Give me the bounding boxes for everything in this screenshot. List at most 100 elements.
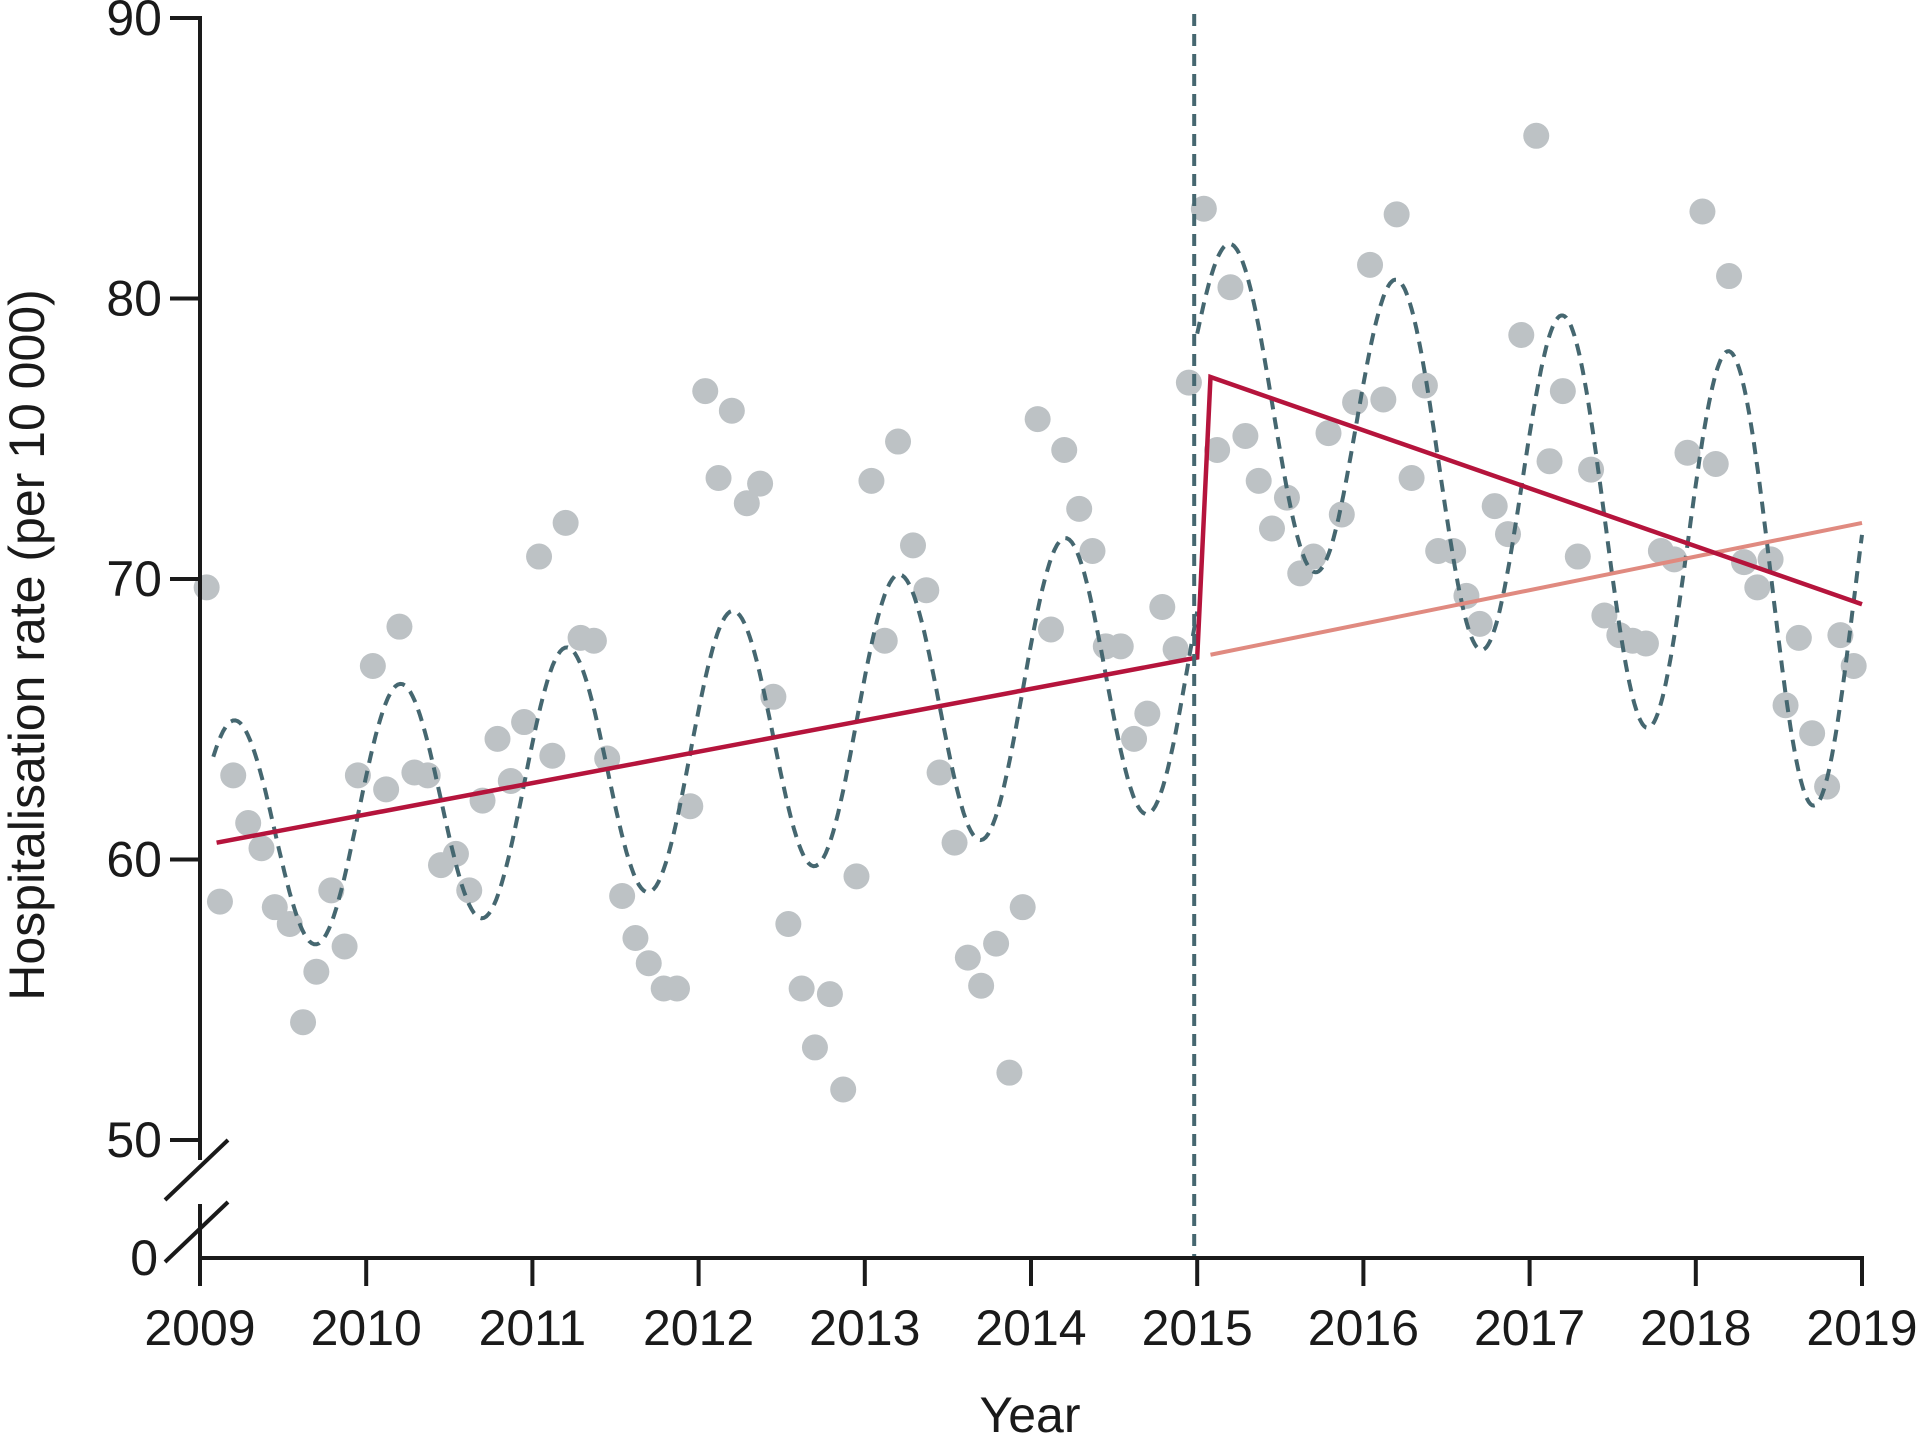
data-point	[1315, 420, 1342, 447]
data-point	[359, 652, 386, 679]
data-point	[1383, 201, 1410, 228]
data-point	[609, 882, 636, 909]
x-tick-label: 2015	[1142, 1300, 1253, 1356]
data-point	[816, 981, 843, 1008]
data-point	[220, 762, 247, 789]
data-point	[1536, 448, 1563, 475]
data-point	[1564, 543, 1591, 570]
data-point	[1632, 630, 1659, 657]
x-tick-label: 2018	[1640, 1300, 1751, 1356]
x-tick-label: 2010	[311, 1300, 422, 1356]
y-tick-label: 70	[106, 551, 162, 607]
data-point	[331, 933, 358, 960]
data-point	[843, 863, 870, 890]
data-point	[1134, 700, 1161, 727]
data-point	[1716, 263, 1743, 290]
data-point	[1024, 406, 1051, 433]
y-axis-title: Hospitalisation rate (per 10 000)	[0, 289, 55, 1001]
x-tick-label: 2019	[1806, 1300, 1917, 1356]
data-point	[1398, 465, 1425, 492]
data-point	[290, 1009, 317, 1036]
data-point	[303, 958, 330, 985]
seasonal-fit-curve	[211, 241, 1864, 947]
data-point	[1149, 594, 1176, 621]
data-point	[1466, 610, 1493, 637]
data-point	[1107, 633, 1134, 660]
data-point	[248, 835, 275, 862]
data-point	[663, 975, 690, 1002]
data-point	[1689, 198, 1716, 225]
data-point	[552, 509, 579, 536]
trend-fit-lines	[216, 373, 1863, 845]
data-point	[511, 709, 538, 736]
x-tick-label: 2014	[975, 1300, 1086, 1356]
data-point	[1785, 624, 1812, 651]
seasonal-fit-segment	[211, 535, 1200, 947]
data-point	[705, 465, 732, 492]
data-point	[594, 745, 621, 772]
data-point	[1079, 537, 1106, 564]
data-point	[1591, 602, 1618, 629]
data-point	[261, 894, 288, 921]
y-tick-label: 60	[106, 832, 162, 888]
data-point	[775, 911, 802, 938]
data-point	[1357, 251, 1384, 278]
y-tick-label: 90	[106, 0, 162, 46]
data-point	[1370, 386, 1397, 413]
data-point	[830, 1076, 857, 1103]
axis-break-mark	[163, 1138, 230, 1202]
data-point	[1411, 372, 1438, 399]
data-point	[760, 683, 787, 710]
data-point	[1217, 274, 1244, 301]
data-point	[692, 378, 719, 405]
data-point	[373, 776, 400, 803]
data-point	[733, 490, 760, 517]
data-point	[801, 1034, 828, 1061]
data-point	[580, 627, 607, 654]
data-point	[1121, 725, 1148, 752]
segmented-trend-line	[216, 373, 1863, 845]
data-point	[1481, 493, 1508, 520]
data-point	[913, 577, 940, 604]
data-point	[968, 972, 995, 999]
data-point	[941, 829, 968, 856]
data-point	[276, 911, 303, 938]
data-point	[1342, 389, 1369, 416]
x-tick-label: 2016	[1308, 1300, 1419, 1356]
data-point	[526, 543, 553, 570]
data-point	[983, 930, 1010, 957]
data-point	[871, 627, 898, 654]
x-axis-title: Year	[979, 1387, 1080, 1436]
data-point	[677, 793, 704, 820]
data-point	[1204, 436, 1231, 463]
data-point	[1258, 515, 1285, 542]
y-tick-label: 0	[130, 1230, 158, 1286]
data-point	[885, 428, 912, 455]
data-point	[386, 613, 413, 640]
data-point	[1440, 537, 1467, 564]
data-point	[899, 532, 926, 559]
data-point	[926, 759, 953, 786]
x-tick-label: 2017	[1474, 1300, 1585, 1356]
data-point	[1066, 495, 1093, 522]
data-point	[996, 1059, 1023, 1086]
data-point	[1549, 378, 1576, 405]
counterfactual-trend-line	[1210, 520, 1863, 657]
data-point	[442, 840, 469, 867]
data-point	[539, 742, 566, 769]
y-tick-label: 80	[106, 271, 162, 327]
data-point	[1757, 546, 1784, 573]
data-point	[1175, 369, 1202, 396]
data-point	[1037, 616, 1064, 643]
data-point	[1232, 422, 1259, 449]
data-point	[456, 877, 483, 904]
data-point	[1799, 720, 1826, 747]
data-point	[1578, 456, 1605, 483]
data-point	[1702, 450, 1729, 477]
data-point	[1190, 195, 1217, 222]
data-point	[1051, 436, 1078, 463]
data-point	[718, 397, 745, 424]
axes: 0 50 60 70 80 90 2009 2010 2011 2012 2013 2014 2015 2…	[106, 0, 1917, 1356]
data-point	[635, 950, 662, 977]
